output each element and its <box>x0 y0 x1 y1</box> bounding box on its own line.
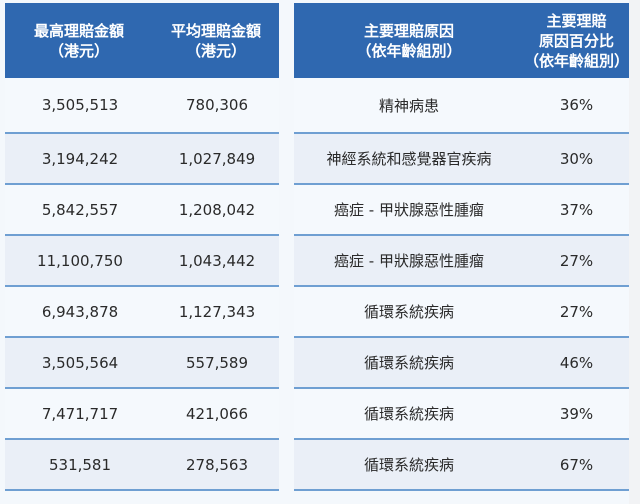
cause-cell: 循環系統疾病 <box>363 456 454 474</box>
header-max-claim: 最高理賠金額 （港元） <box>33 21 124 60</box>
table-row: 3,505,513 780,306 <box>5 78 279 134</box>
table-row: 癌症 - 甲狀腺惡性腫瘤 27% <box>294 236 629 287</box>
percentage-cell: 46% <box>559 353 594 372</box>
cause-cell: 循環系統疾病 <box>363 405 454 423</box>
avg-claim-cell: 278,563 <box>185 455 249 474</box>
claims-amount-table: 最高理賠金額 （港元） 平均理賠金額 （港元） 3,505,513 780,30… <box>5 3 279 491</box>
table-header: 主要理賠原因 （依年齡組別） 主要理賠 原因百分比 （依年齡組別） <box>294 3 629 78</box>
table-row: 循環系統疾病 39% <box>294 389 629 440</box>
percentage-cell: 39% <box>559 404 594 423</box>
cause-cell: 癌症 - 甲狀腺惡性腫瘤 <box>334 201 484 219</box>
table-row: 5,842,557 1,208,042 <box>5 185 279 236</box>
claims-cause-table: 主要理賠原因 （依年齡組別） 主要理賠 原因百分比 （依年齡組別） 精神病患 3… <box>294 3 629 491</box>
cause-cell: 循環系統疾病 <box>363 354 454 372</box>
avg-claim-cell: 1,208,042 <box>178 200 256 219</box>
avg-claim-cell: 780,306 <box>185 96 249 114</box>
max-claim-cell: 6,943,878 <box>41 302 119 321</box>
max-claim-cell: 3,194,242 <box>41 149 119 168</box>
max-claim-cell: 3,505,564 <box>41 353 119 372</box>
percentage-cell: 37% <box>559 200 594 219</box>
percentage-cell: 36% <box>559 96 594 114</box>
header-main-cause: 主要理賠原因 （依年齡組別） <box>356 21 462 60</box>
table-row: 神經系統和感覺器官疾病 30% <box>294 134 629 185</box>
table-header: 最高理賠金額 （港元） 平均理賠金額 （港元） <box>5 3 279 78</box>
avg-claim-cell: 1,027,849 <box>178 149 256 168</box>
avg-claim-cell: 421,066 <box>185 404 249 423</box>
table-row: 3,194,242 1,027,849 <box>5 134 279 185</box>
header-cause-percentage: 主要理賠 原因百分比 （依年齡組別） <box>524 11 630 70</box>
table-row: 循環系統疾病 67% <box>294 440 629 491</box>
avg-claim-cell: 557,589 <box>185 353 249 372</box>
cause-cell: 神經系統和感覺器官疾病 <box>326 150 492 168</box>
table-row: 循環系統疾病 46% <box>294 338 629 389</box>
table-row: 6,943,878 1,127,343 <box>5 287 279 338</box>
avg-claim-cell: 1,127,343 <box>178 302 256 321</box>
table-row: 11,100,750 1,043,442 <box>5 236 279 287</box>
percentage-cell: 27% <box>559 251 594 270</box>
max-claim-cell: 5,842,557 <box>41 200 119 219</box>
table-row: 3,505,564 557,589 <box>5 338 279 389</box>
cause-cell: 循環系統疾病 <box>363 303 454 321</box>
header-avg-claim: 平均理賠金額 （港元） <box>170 21 261 60</box>
max-claim-cell: 531,581 <box>48 455 112 474</box>
percentage-cell: 27% <box>559 302 594 321</box>
table-row: 精神病患 36% <box>294 78 629 134</box>
percentage-cell: 30% <box>559 149 594 168</box>
max-claim-cell: 3,505,513 <box>41 96 119 114</box>
table-row: 531,581 278,563 <box>5 440 279 491</box>
max-claim-cell: 11,100,750 <box>37 251 123 270</box>
table-row: 癌症 - 甲狀腺惡性腫瘤 37% <box>294 185 629 236</box>
table-row: 7,471,717 421,066 <box>5 389 279 440</box>
percentage-cell: 67% <box>559 455 594 474</box>
cause-cell: 精神病患 <box>378 96 439 115</box>
right-gutter <box>629 0 640 504</box>
avg-claim-cell: 1,043,442 <box>178 251 256 270</box>
cause-cell: 癌症 - 甲狀腺惡性腫瘤 <box>334 252 484 270</box>
max-claim-cell: 7,471,717 <box>41 404 119 423</box>
table-row: 循環系統疾病 27% <box>294 287 629 338</box>
